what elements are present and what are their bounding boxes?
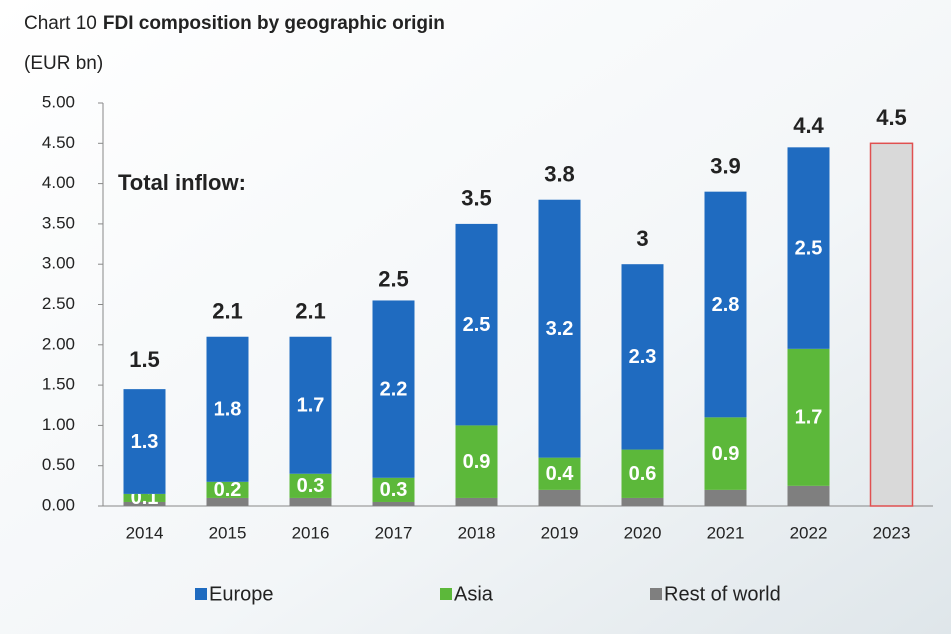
y-tick-label: 0.00 [42,495,75,514]
segment-label: 1.8 [214,399,242,421]
bar-segment [206,336,249,482]
bar-segment [621,264,664,450]
bar-segment [372,501,415,506]
segment-label: 2.2 [380,378,408,400]
x-tick-label: 2016 [292,523,330,542]
x-tick-label: 2023 [873,523,911,542]
y-tick-label: 2.50 [42,294,75,313]
total-label: 1.5 [129,347,160,372]
x-tick-label: 2019 [541,523,579,542]
total-label: 3 [636,226,648,251]
segment-label: 2.8 [712,294,740,316]
y-tick-label: 0.50 [42,455,75,474]
legend-swatch [195,588,207,600]
subtitle: (EUR bn) [24,53,103,74]
legend-label: Europe [209,583,274,605]
segment-label: 0.6 [629,463,657,485]
segment-label: 0.2 [214,479,242,501]
y-tick-label: 1.00 [42,415,75,434]
segment-label: 2.3 [629,346,657,368]
bar-segment [455,425,498,498]
legend-swatch [440,588,452,600]
total-label: 4.4 [793,113,824,138]
total-label: 3.9 [710,153,741,178]
bar-segment [455,223,498,426]
annotation: Total inflow: [118,170,246,195]
segment-label: 1.7 [297,395,325,417]
x-tick-label: 2017 [375,523,413,542]
segment-label: 2.5 [463,314,491,336]
bar-segment [372,477,415,502]
x-tick-label: 2022 [790,523,828,542]
x-tick-label: 2018 [458,523,496,542]
segment-label: 0.9 [463,451,491,473]
bar-segment [538,457,581,490]
y-tick-label: 4.00 [42,173,75,192]
bar-segment [455,497,498,506]
bar-segment [289,473,332,498]
bar-segment [704,417,747,490]
legend-label: Rest of world [664,583,781,605]
legend-label: Asia [454,583,494,605]
segment-label: 0.3 [297,475,325,497]
bar-segment [538,489,581,506]
segment-label: 0.4 [546,463,575,485]
x-tick-label: 2020 [624,523,662,542]
bar-segment [372,300,415,478]
bar-segment [206,481,249,498]
y-tick-label: 5.00 [42,92,75,111]
bar-segment [621,497,664,506]
segment-label: 1.7 [795,407,823,429]
bar-segment [538,199,581,458]
bar-segment [704,489,747,506]
segment-label: 3.2 [546,318,574,340]
bar-segment [206,497,249,506]
forecast-bar [869,142,914,507]
bar-segment [123,389,166,494]
bar-segment [704,191,747,418]
y-tick-label: 3.00 [42,254,75,273]
segment-label: 2.5 [795,237,823,259]
bar-segment [787,348,830,486]
bar-segment [787,485,830,506]
total-label: 3.8 [544,162,575,187]
y-tick-label: 4.50 [42,133,75,152]
total-label: 2.5 [378,266,409,291]
bar-segment [289,336,332,474]
y-tick-label: 3.50 [42,213,75,232]
total-label: 2.1 [295,299,326,324]
x-tick-label: 2021 [707,523,745,542]
bar-segment [123,501,166,506]
segment-label: 0.9 [712,443,740,465]
bar-segment [621,449,664,498]
total-label: 3.5 [461,186,492,211]
legend-swatch [650,588,662,600]
x-tick-label: 2014 [126,523,164,542]
y-tick-label: 2.00 [42,334,75,353]
bar-segment [787,147,830,349]
total-label: 4.5 [876,105,907,130]
chart-title: FDI composition by geographic origin [103,13,445,34]
segment-label: 1.3 [131,431,159,453]
chart-label: Chart 10 [24,13,97,34]
bar-segment [123,493,166,502]
title: Chart 10 FDI composition by geographic or… [24,13,445,34]
total-label: 2.1 [212,299,243,324]
y-tick-label: 1.50 [42,375,75,394]
segment-label: 0.3 [380,479,408,501]
x-tick-label: 2015 [209,523,247,542]
bar-segment [289,497,332,506]
